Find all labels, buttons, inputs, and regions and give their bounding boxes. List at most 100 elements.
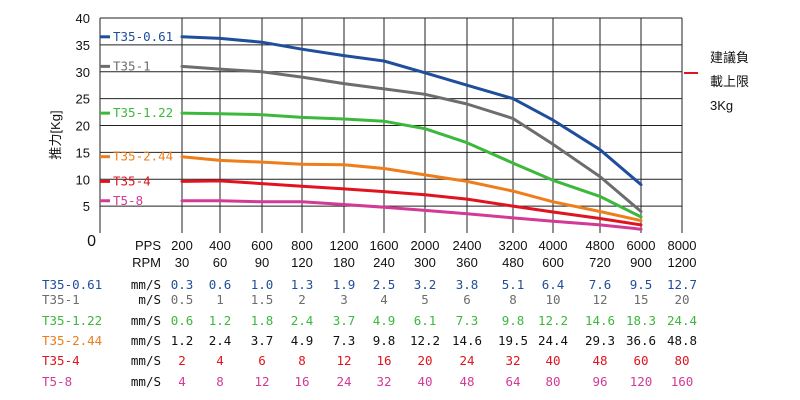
table-cell: 40: [545, 353, 560, 368]
pps-tick-label: 600: [251, 238, 273, 253]
table-cell: 2.5: [373, 277, 396, 292]
table-cell: 14.6: [452, 333, 482, 348]
y-tick-label: 35: [76, 38, 90, 53]
table-cell: 4.9: [291, 333, 314, 348]
series-label: T35-2.44: [113, 149, 173, 164]
table-row-label: T35-4: [42, 353, 80, 368]
table-unit: mm/S: [131, 333, 161, 348]
limit-note-line: 載上限: [710, 74, 749, 89]
table-cell: 2: [178, 353, 186, 368]
table-cell: 12: [336, 353, 351, 368]
rpm-tick-label: 30: [175, 255, 189, 270]
table-cell: 20: [674, 292, 689, 307]
table-cell: 4: [216, 353, 224, 368]
table-unit: m/S: [138, 292, 161, 307]
pps-header: PPS: [135, 238, 161, 253]
table-cell: 29.3: [585, 333, 615, 348]
table-cell: 48: [592, 353, 607, 368]
table-cell: 18.3: [626, 313, 656, 328]
table-row-label: T35-1.22: [42, 313, 102, 328]
series-label: T35-1.22: [113, 105, 173, 120]
table-cell: 0.5: [171, 292, 194, 307]
table-row-label: T35-1: [42, 292, 80, 307]
rpm-tick-label: 360: [456, 255, 478, 270]
table-cell: 4: [380, 292, 388, 307]
table-cell: 8: [216, 374, 224, 389]
table-cell: 1.9: [333, 277, 356, 292]
table-cell: 1.3: [291, 277, 314, 292]
table-cell: 48.8: [667, 333, 697, 348]
table-row-label: T5-8: [42, 374, 72, 389]
table-cell: 1: [216, 292, 224, 307]
table-cell: 0.6: [209, 277, 232, 292]
table-cell: 16: [294, 374, 309, 389]
table-cell: 19.5: [498, 333, 528, 348]
y-axis-label: 推力[Kg]: [48, 110, 63, 159]
pps-tick-label: 3200: [499, 238, 528, 253]
series-line: [180, 64, 643, 213]
y-tick-label: 5: [83, 199, 90, 214]
table-cell: 0.6: [171, 313, 194, 328]
table-cell: 32: [376, 374, 391, 389]
rpm-tick-label: 240: [373, 255, 395, 270]
series-line: [180, 35, 643, 187]
rpm-tick-label: 480: [502, 255, 524, 270]
table-cell: 12.2: [538, 313, 568, 328]
series-label: T5-8: [113, 193, 143, 208]
table-cell: 15: [633, 292, 648, 307]
y-tick-label: 20: [76, 119, 90, 134]
table-cell: 24.4: [667, 313, 697, 328]
pps-tick-label: 2400: [453, 238, 482, 253]
chart-grid: [99, 17, 683, 233]
y-tick-label: 15: [76, 145, 90, 160]
table-cell: 2.4: [209, 333, 232, 348]
table-cell: 80: [674, 353, 689, 368]
table-cell: 8: [298, 353, 306, 368]
table-cell: 5.1: [502, 277, 525, 292]
table-cell: 16: [376, 353, 391, 368]
table-cell: 1.2: [209, 313, 232, 328]
table-cell: 3.2: [414, 277, 437, 292]
table-unit: mm/S: [131, 353, 161, 368]
rpm-tick-label: 90: [255, 255, 269, 270]
table-unit: mm/S: [131, 277, 161, 292]
rpm-tick-label: 1200: [668, 255, 697, 270]
table-cell: 3.8: [456, 277, 479, 292]
pps-tick-label: 400: [209, 238, 231, 253]
table-cell: 7.3: [456, 313, 479, 328]
pps-tick-label: 4800: [586, 238, 615, 253]
table-unit: mm/S: [131, 374, 161, 389]
table-cell: 9.8: [502, 313, 525, 328]
table-cell: 5: [421, 292, 429, 307]
table-cell: 6: [463, 292, 471, 307]
table-cell: 4.9: [373, 313, 396, 328]
table-cell: 0.3: [171, 277, 194, 292]
table-cell: 12: [592, 292, 607, 307]
y-tick-label: 30: [76, 65, 90, 80]
pps-tick-label: 1600: [370, 238, 399, 253]
table-cell: 12.2: [410, 333, 440, 348]
rpm-header: RPM: [132, 255, 161, 270]
table-cell: 6.1: [414, 313, 437, 328]
speed-table: T35-0.61 mm/S 0.3 0.6 1.0 1.3 1.9 2.5 3.2 3.8 5.1 6…: [42, 277, 697, 389]
series-label: T35-0.61: [113, 29, 173, 44]
pps-tick-label: 2000: [411, 238, 440, 253]
y-tick-label: 0: [87, 233, 96, 250]
series-label: T35-1: [113, 58, 151, 73]
y-axis-ticks: 0 5 10 15 20 25 30 35 40: [76, 11, 97, 250]
pps-tick-label: 1200: [330, 238, 359, 253]
table-cell: 14.6: [585, 313, 615, 328]
pps-tick-label: 200: [171, 238, 193, 253]
rpm-tick-label: 900: [630, 255, 652, 270]
table-cell: 24.4: [538, 333, 568, 348]
table-cell: 20: [417, 353, 432, 368]
table-cell: 3: [340, 292, 348, 307]
rpm-tick-label: 180: [333, 255, 355, 270]
limit-note-line: 3Kg: [710, 98, 733, 113]
series-labels: T35-0.61 T35-1 T35-1.22 T35-2.44 T35-4 T5-8: [113, 29, 173, 208]
table-cell: 24: [336, 374, 351, 389]
table-cell: 1.0: [251, 277, 274, 292]
series-line: [180, 179, 643, 227]
